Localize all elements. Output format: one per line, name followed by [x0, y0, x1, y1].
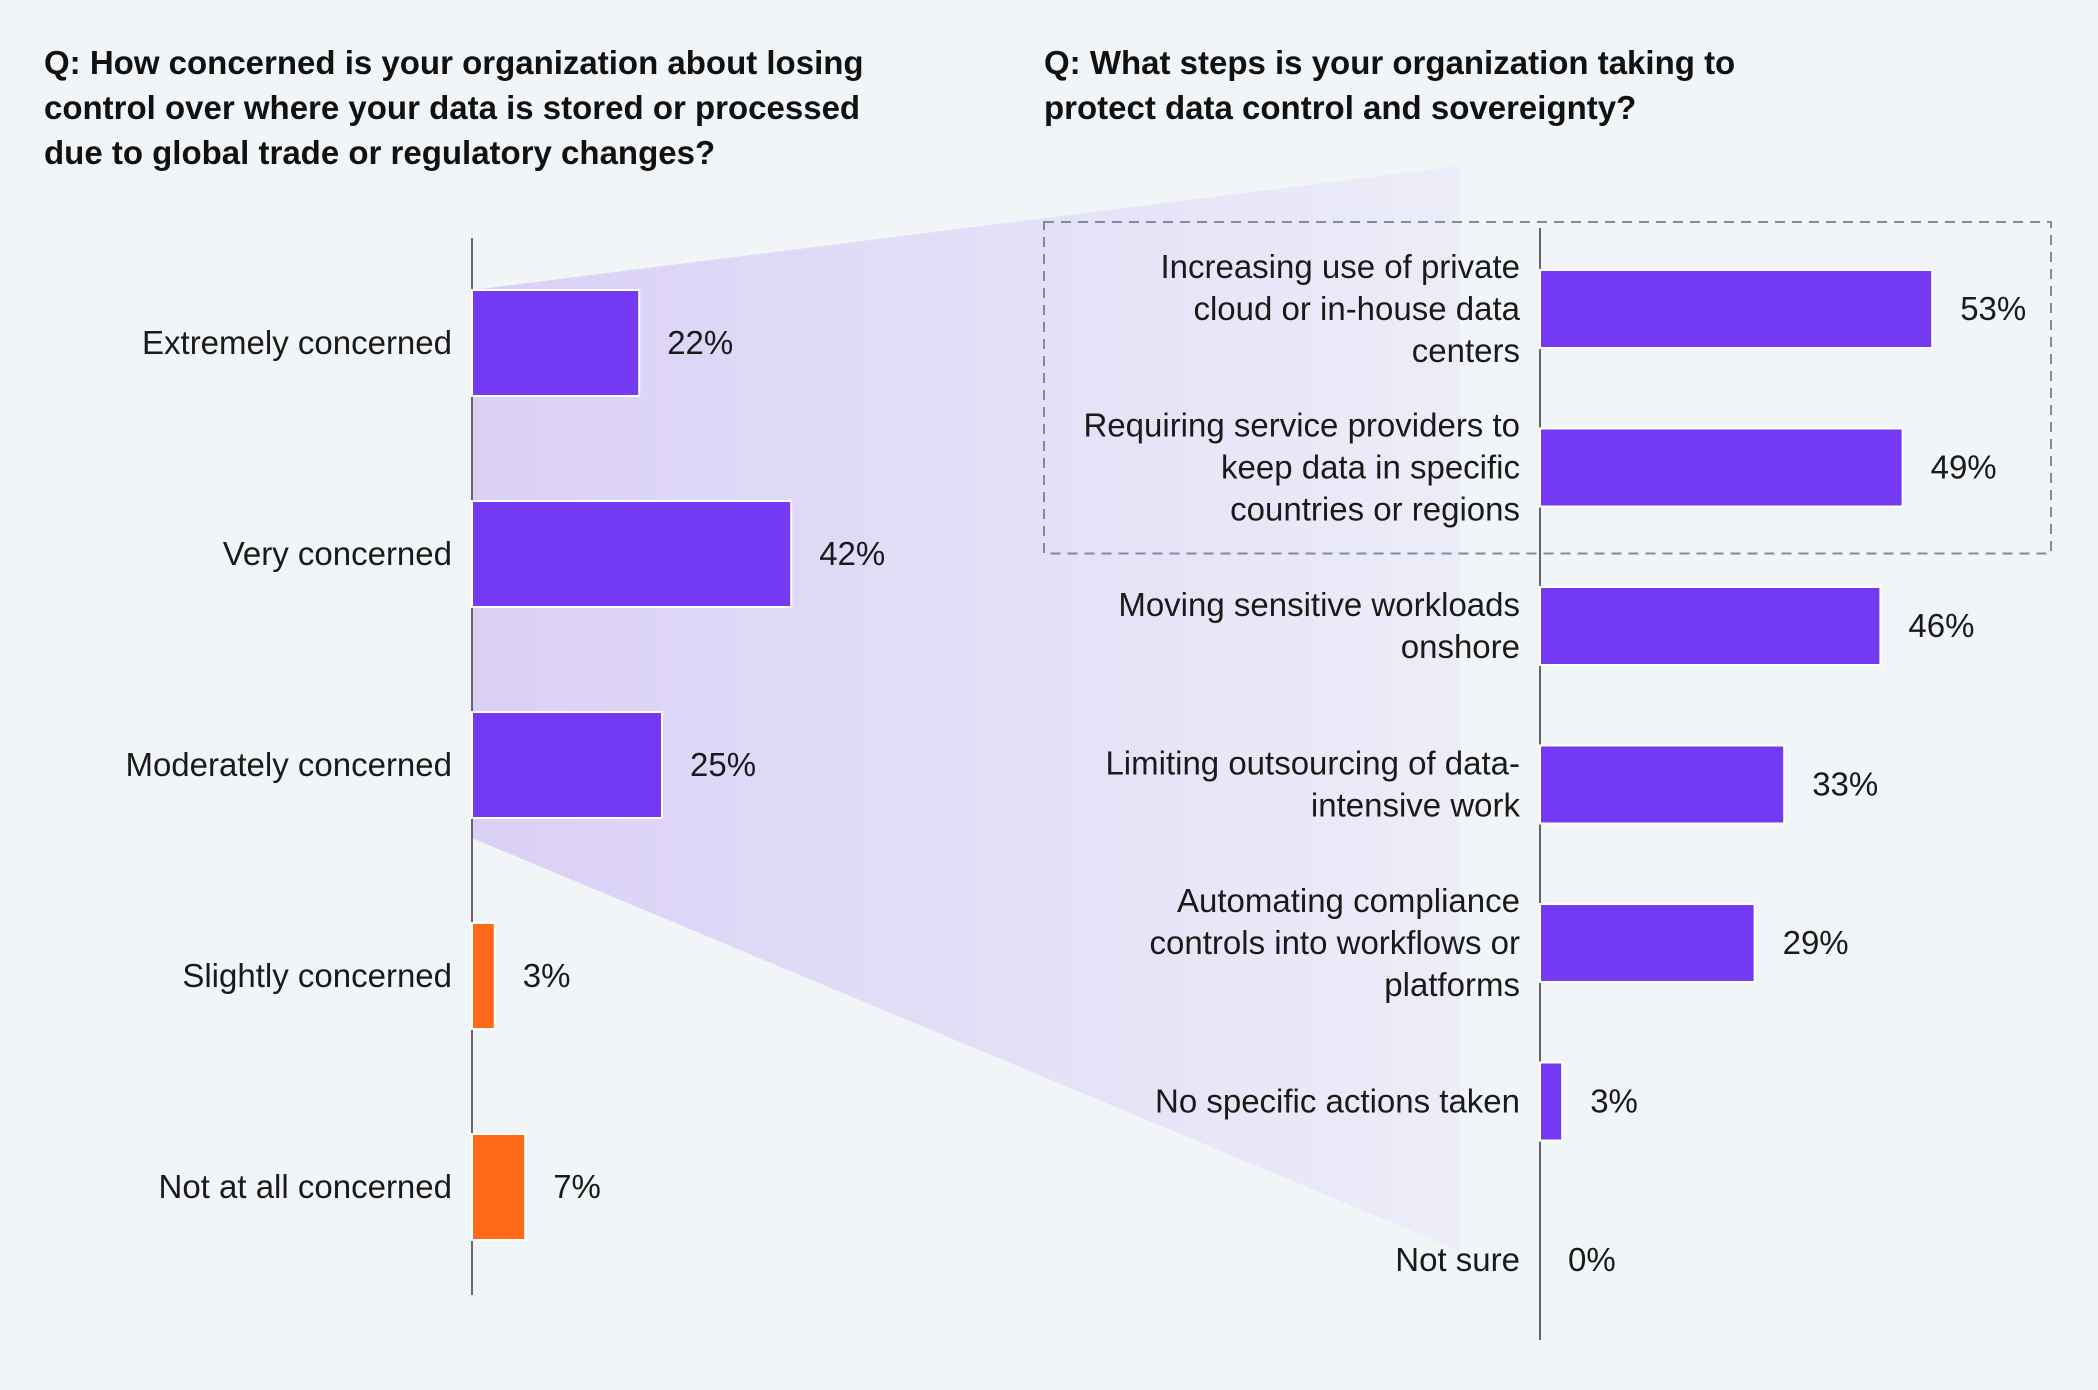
right-value-label: 49%: [1931, 449, 1997, 486]
right-value-label: 46%: [1908, 607, 1974, 644]
left-category-label: Slightly concerned: [182, 957, 452, 994]
left-category-label: Moderately concerned: [125, 746, 452, 783]
left-question-title: Q: How concerned is your organization ab…: [44, 44, 864, 171]
right-value-label: 29%: [1783, 924, 1849, 961]
right-bar: [1539, 269, 1934, 349]
left-value-label: 42%: [819, 535, 885, 572]
left-value-label: 25%: [690, 746, 756, 783]
left-value-label: 22%: [667, 324, 733, 361]
right-value-label: 3%: [1590, 1083, 1638, 1120]
left-category-label: Very concerned: [223, 535, 452, 572]
right-value-label: 33%: [1812, 766, 1878, 803]
left-bar: [471, 500, 793, 608]
right-category-label: Increasing use of private cloud or in-hou…: [1160, 248, 1520, 369]
right-category-label: Limiting outsourcing of data-intensive w…: [1105, 745, 1520, 824]
right-bar: [1539, 427, 1904, 508]
left-category-label: Not at all concerned: [158, 1168, 452, 1205]
right-value-label: 0%: [1568, 1241, 1616, 1278]
left-value-label: 7%: [553, 1168, 601, 1205]
left-category-label: Extremely concerned: [142, 324, 452, 361]
left-bar: [471, 289, 641, 397]
right-question-title: Q: What steps is your organization takin…: [1044, 44, 1736, 126]
left-value-label: 3%: [523, 957, 571, 994]
highlight-box: [1043, 221, 2052, 555]
right-category-label: Automating compliance controls into workf…: [1150, 882, 1520, 1003]
right-value-label: 53%: [1960, 290, 2026, 327]
right-bar: [1539, 1061, 1564, 1142]
funnel-connector: [472, 166, 1460, 1251]
right-category-label: No specific actions taken: [1155, 1083, 1520, 1120]
right-bar: [1539, 903, 1756, 983]
left-bar: [471, 711, 663, 819]
right-category-label: Not sure: [1395, 1241, 1520, 1278]
right-bar: [1539, 744, 1786, 825]
right-bar: [1539, 586, 1882, 666]
right-category-label: Requiring service providers to keep data …: [1083, 407, 1520, 528]
right-category-label: Moving sensitive workloads onshore: [1118, 586, 1520, 665]
left-bar: [471, 1133, 527, 1241]
left-bar: [471, 922, 496, 1030]
